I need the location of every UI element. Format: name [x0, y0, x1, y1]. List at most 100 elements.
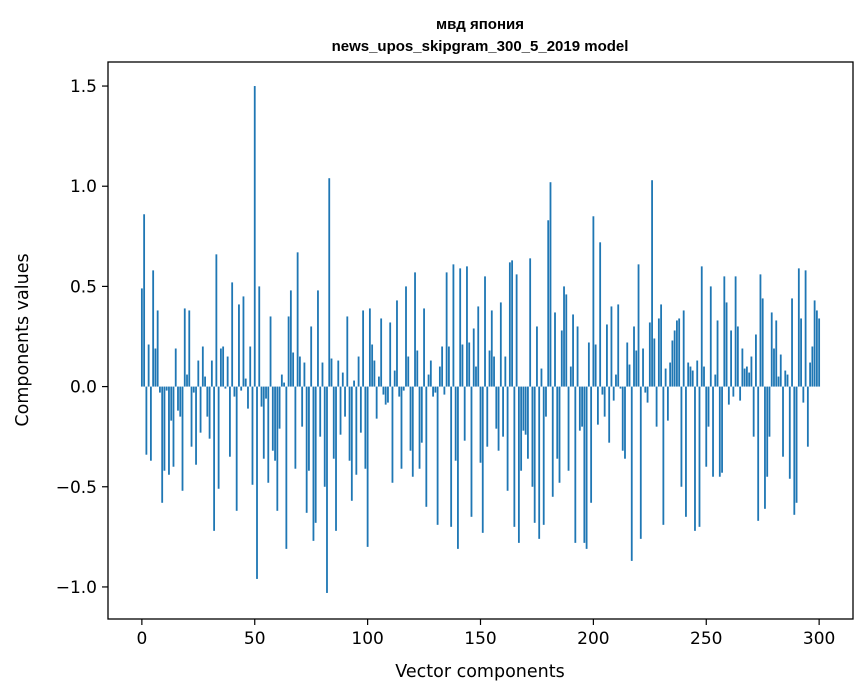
- bar: [708, 387, 710, 427]
- bar: [186, 375, 188, 387]
- bar: [240, 387, 242, 391]
- bar: [306, 387, 308, 513]
- bar: [649, 322, 651, 386]
- bar: [416, 351, 418, 387]
- bar: [525, 387, 527, 435]
- bar: [351, 387, 353, 501]
- bar: [611, 306, 613, 386]
- bar: [814, 300, 816, 386]
- bar: [290, 290, 292, 386]
- bar: [805, 270, 807, 386]
- bar: [780, 355, 782, 387]
- y-tick-label: 1.0: [70, 177, 97, 197]
- bar: [572, 314, 574, 386]
- bar: [816, 310, 818, 386]
- bar: [252, 387, 254, 485]
- bar: [324, 387, 326, 487]
- bar: [748, 373, 750, 387]
- y-tick-label: 1.5: [70, 77, 97, 97]
- bar: [642, 349, 644, 387]
- bar: [267, 387, 269, 483]
- bar: [378, 377, 380, 387]
- bar: [333, 387, 335, 459]
- x-tick-label: 250: [690, 629, 722, 649]
- bar: [346, 316, 348, 386]
- bar: [152, 270, 154, 386]
- bar: [498, 387, 500, 451]
- bar: [254, 86, 256, 387]
- bar: [629, 365, 631, 387]
- bar: [396, 300, 398, 386]
- bar: [358, 357, 360, 387]
- bar: [504, 357, 506, 387]
- x-axis-ticks: 0 50 100 150 200 250 300: [136, 619, 835, 649]
- bars-group: [141, 86, 820, 593]
- bar: [191, 387, 193, 447]
- bar: [518, 387, 520, 543]
- bar: [660, 304, 662, 386]
- bar: [215, 254, 217, 386]
- bar: [809, 363, 811, 387]
- x-tick-label: 50: [244, 629, 266, 649]
- bar: [699, 387, 701, 527]
- bar: [218, 387, 220, 489]
- bar: [301, 387, 303, 427]
- bar: [473, 328, 475, 386]
- bar: [701, 266, 703, 386]
- bar: [694, 387, 696, 531]
- bar: [322, 363, 324, 387]
- bar: [229, 387, 231, 457]
- bar: [658, 318, 660, 386]
- bar: [263, 387, 265, 459]
- bar: [308, 387, 310, 471]
- bar: [204, 377, 206, 387]
- bar: [493, 357, 495, 387]
- bar: [757, 387, 759, 521]
- bar: [249, 347, 251, 387]
- bar: [195, 387, 197, 465]
- bar: [561, 330, 563, 386]
- bar: [798, 268, 800, 386]
- bar: [651, 180, 653, 386]
- bar: [220, 349, 222, 387]
- bar: [784, 371, 786, 387]
- bar: [739, 387, 741, 401]
- bar: [258, 286, 260, 386]
- bar: [640, 387, 642, 539]
- bar: [430, 361, 432, 387]
- bar: [723, 276, 725, 386]
- bar: [760, 274, 762, 386]
- bar: [315, 387, 317, 523]
- bar: [202, 347, 204, 387]
- bar: [534, 387, 536, 523]
- bar: [541, 369, 543, 387]
- bar: [340, 387, 342, 435]
- bar: [157, 310, 159, 386]
- bar: [624, 387, 626, 459]
- bar: [741, 349, 743, 387]
- bar: [728, 387, 730, 405]
- bar: [721, 387, 723, 473]
- bar: [477, 306, 479, 386]
- bar: [489, 351, 491, 387]
- bar: [735, 276, 737, 386]
- bar: [633, 326, 635, 386]
- y-tick-label: −1.0: [56, 578, 97, 598]
- bar: [294, 387, 296, 469]
- bar: [371, 345, 373, 387]
- bar: [631, 387, 633, 561]
- bar: [782, 387, 784, 457]
- bar: [443, 387, 445, 395]
- bar: [342, 373, 344, 387]
- bar: [383, 387, 385, 395]
- bar: [550, 182, 552, 386]
- bar: [516, 274, 518, 386]
- bar: [437, 387, 439, 525]
- bar: [276, 387, 278, 511]
- bar: [671, 341, 673, 387]
- bar: [270, 316, 272, 386]
- bar: [170, 387, 172, 421]
- bar: [554, 312, 556, 386]
- bar: [412, 387, 414, 477]
- bar: [175, 349, 177, 387]
